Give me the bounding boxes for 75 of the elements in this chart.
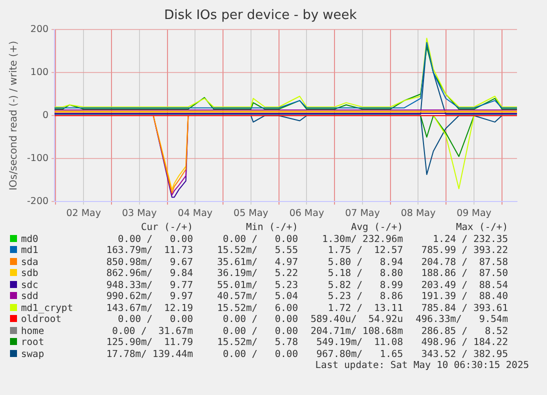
text: 498.96 / 184.22 — [420, 337, 508, 348]
legend-label: md0 — [20, 234, 40, 245]
text: 0.00 / 0.00 — [222, 234, 298, 245]
x-tick-label: 02 May — [66, 208, 102, 219]
text: 5.18 / 8.80 — [326, 268, 403, 280]
legend-label: sdd — [20, 291, 40, 302]
text: 15.52m/ 6.00 — [216, 302, 298, 314]
text: 948.33m/ 9.77 — [105, 280, 193, 291]
x-tick-label: 08 May — [400, 208, 436, 219]
text: 0.00 / 0.00 — [222, 314, 298, 326]
text: 1.75 / 12.57 — [326, 245, 403, 256]
text: 0.00 / 31.67m — [111, 326, 193, 337]
legend-label: sda — [20, 256, 40, 268]
text: 990.62m/ 9.97 — [105, 291, 193, 302]
text: 204.71m/ 108.68m — [310, 326, 403, 337]
text: 15.52m/ 5.78 — [216, 337, 298, 348]
text: 125.90m/ 11.79 — [105, 337, 193, 348]
text: 785.84 / 393.61 — [420, 302, 508, 314]
text: 549.19m/ 11.08 — [315, 337, 403, 348]
text: 40.57m/ 5.04 — [216, 291, 298, 302]
text: 850.98m/ 9.67 — [105, 256, 193, 268]
text: Max (-/+) — [455, 222, 508, 234]
text: 785.99 / 393.22 — [420, 245, 508, 256]
text: 589.40u/ 54.92u — [310, 314, 403, 326]
y-axis-title: IOs/second read (-) / write (+) — [8, 40, 20, 190]
legend-label: root — [20, 337, 46, 348]
legend-label: sdc — [20, 280, 40, 291]
text: 15.52m/ 5.55 — [216, 245, 298, 256]
text: 862.96m/ 9.84 — [105, 268, 193, 280]
text: 55.01m/ 5.23 — [216, 280, 298, 291]
x-tick-label: 05 May — [234, 208, 269, 219]
text: Last update: Sat May 10 06:30:15 2025 — [314, 360, 530, 371]
x-tick-label: 03 May — [122, 208, 158, 219]
text: 204.78 / 87.58 — [420, 256, 508, 268]
text: 191.39 / 88.40 — [420, 291, 508, 302]
y-tick-label: -100 — [27, 153, 49, 164]
legend-label: md1 — [20, 245, 40, 256]
y-tick-label: -200 — [27, 196, 49, 208]
text: 35.61m/ 4.97 — [216, 256, 298, 268]
text: 203.49 / 88.54 — [420, 280, 508, 291]
legend-label: home — [20, 326, 46, 337]
text: 1.72 / 13.11 — [326, 302, 403, 314]
y-tick-label: 0 — [42, 110, 49, 122]
x-tick-label: 09 May — [456, 208, 492, 219]
text: 496.33m/ 9.54m — [414, 314, 508, 326]
text: 0.00 / 0.00 — [222, 348, 298, 360]
chart-title: Disk IOs per device - by week — [164, 8, 358, 24]
y-tick-label: 200 — [30, 24, 49, 36]
text: 5.23 / 8.86 — [326, 291, 403, 302]
text: 5.82 / 8.99 — [326, 280, 403, 291]
text: 17.78m/ 139.44m — [105, 348, 193, 360]
x-tick-label: 04 May — [178, 208, 213, 219]
text: 343.52 / 382.95 — [420, 348, 508, 360]
text: Cur (-/+) — [140, 222, 193, 234]
text: 1.30m/ 232.96m — [321, 234, 403, 245]
text: 5.80 / 8.94 — [326, 256, 403, 268]
text: 188.86 / 87.50 — [420, 268, 508, 280]
text: 967.80m/ 1.65 — [315, 348, 403, 360]
y-tick-label: 100 — [30, 67, 49, 78]
x-tick-label: 06 May — [289, 208, 324, 219]
text: 143.67m/ 12.19 — [105, 302, 193, 314]
text: 0.00 / 0.00 — [222, 326, 298, 337]
x-tick-label: 07 May — [345, 208, 380, 219]
text: 0.00 / 0.00 — [116, 234, 193, 245]
legend-label: oldroot — [20, 314, 62, 326]
text: 163.79m/ 11.73 — [105, 245, 193, 256]
text: 36.19m/ 5.22 — [216, 268, 298, 280]
legend-label: md1_crypt — [20, 302, 73, 314]
legend-label: swap — [20, 348, 46, 360]
legend-label: sdb — [20, 268, 40, 280]
text: 286.85 / 8.52 — [420, 326, 508, 337]
text: Avg (-/+) — [350, 222, 403, 234]
text: 0.00 / 0.00 — [116, 314, 193, 326]
text: 1.24 / 232.35 — [432, 234, 508, 245]
text: Min (-/+) — [245, 222, 298, 234]
